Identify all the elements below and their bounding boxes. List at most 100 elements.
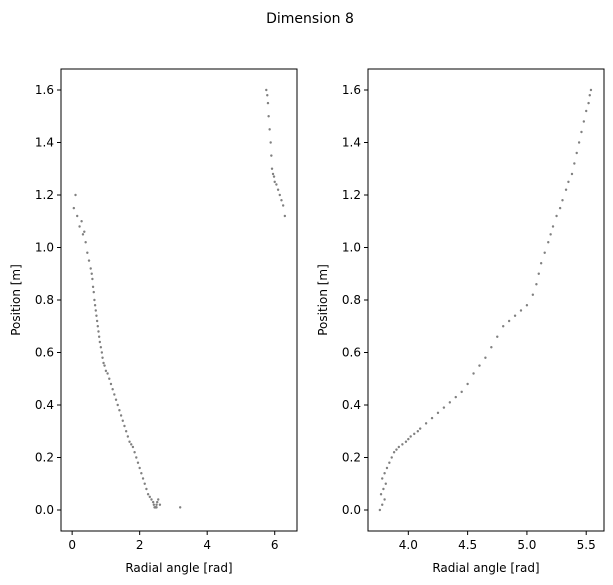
data-point (273, 180, 276, 184)
right-y-axis-label: Position [m] (316, 264, 330, 336)
data-point (385, 466, 389, 470)
left-axes-frame (60, 68, 298, 532)
data-point (151, 500, 155, 504)
data-point (109, 382, 113, 386)
data-point (416, 430, 420, 433)
data-point (155, 503, 158, 506)
data-point (95, 319, 99, 323)
data-point (155, 506, 158, 509)
y-tick-label: 0.2 (342, 451, 361, 465)
data-point (91, 277, 94, 281)
data-point (430, 416, 434, 420)
data-point (383, 472, 386, 475)
data-point (381, 477, 384, 480)
x-tick-label: 2 (136, 538, 144, 552)
y-tick-label: 0.8 (35, 293, 54, 307)
data-point (135, 456, 138, 459)
data-point (102, 361, 105, 365)
data-point (577, 141, 581, 144)
data-point (379, 493, 383, 496)
data-point (413, 432, 416, 436)
right-scatter-panel: 4.0 4.5 5.0 5.5 0.0 0.2 0.4 0.6 0.8 1.0 1.2 1.4 1.6… (316, 68, 605, 575)
left-x-axis-label: Radial angle [rad] (125, 561, 232, 575)
y-tick-label: 1.4 (342, 136, 361, 150)
data-point (136, 461, 140, 464)
data-point (98, 340, 102, 344)
data-point (436, 411, 440, 415)
data-point (280, 199, 283, 202)
data-point (519, 309, 523, 312)
data-point (551, 225, 555, 228)
y-tick-label: 0.4 (342, 398, 361, 412)
data-point (388, 461, 391, 464)
data-point (561, 199, 564, 202)
data-point (128, 440, 131, 443)
y-tick-label: 1.2 (35, 188, 54, 202)
data-point (496, 335, 499, 338)
y-tick-label: 0.6 (35, 346, 54, 360)
data-point (94, 309, 97, 312)
data-point (78, 225, 81, 228)
data-point (271, 172, 275, 176)
data-point (111, 388, 114, 391)
data-point (92, 290, 95, 294)
data-point (378, 508, 382, 512)
data-point (390, 456, 393, 459)
data-point (267, 115, 270, 118)
data-point (133, 451, 136, 454)
x-tick-label: 6 (271, 538, 279, 552)
data-point (96, 325, 100, 328)
y-tick-label: 0.0 (35, 503, 54, 517)
data-point (141, 477, 145, 480)
data-point (87, 259, 91, 262)
data-point (575, 151, 578, 155)
data-point (448, 401, 452, 404)
y-tick-label: 1.4 (35, 136, 54, 150)
data-point (97, 330, 100, 333)
data-point (395, 448, 398, 451)
data-point (513, 314, 517, 317)
data-point (397, 445, 401, 449)
data-point (564, 188, 568, 191)
data-point (114, 398, 118, 401)
right-axes-frame (367, 68, 605, 532)
data-point (525, 304, 529, 307)
data-point (86, 251, 89, 254)
figure-title: Dimension 8 (266, 11, 354, 27)
data-point (547, 241, 550, 244)
data-point (587, 101, 590, 105)
x-tick-label: 5.0 (517, 538, 536, 552)
data-point (156, 500, 159, 504)
right-y-ticks: 0.0 0.2 0.4 0.6 0.8 1.0 1.2 1.4 1.6 (342, 83, 368, 517)
data-point (460, 390, 463, 394)
data-point (588, 94, 591, 97)
left-y-ticks: 0.0 0.2 0.4 0.6 0.8 1.0 1.2 1.4 1.6 (35, 83, 61, 517)
data-point (531, 293, 535, 296)
data-point (268, 128, 271, 131)
x-tick-label: 4.5 (458, 538, 477, 552)
data-point (270, 167, 274, 170)
data-point (123, 424, 126, 428)
data-point (118, 409, 121, 412)
x-tick-label: 0 (68, 538, 76, 552)
data-point (270, 154, 273, 157)
y-tick-label: 1.6 (342, 83, 361, 97)
data-point (484, 356, 487, 359)
data-point (276, 188, 280, 191)
right-x-ticks: 4.0 4.5 5.0 5.5 (399, 531, 596, 552)
data-point (281, 204, 285, 207)
x-tick-label: 4.0 (399, 538, 418, 552)
data-point (549, 233, 552, 236)
data-point (152, 503, 156, 506)
data-point (278, 193, 281, 197)
data-point (121, 419, 124, 422)
data-point (424, 422, 428, 425)
x-tick-label: 4 (203, 538, 211, 552)
data-point (178, 506, 182, 509)
data-point (384, 482, 387, 485)
data-point (80, 220, 83, 223)
y-tick-label: 1.2 (342, 188, 361, 202)
x-tick-label: 5.5 (577, 538, 596, 552)
data-point (478, 364, 481, 367)
